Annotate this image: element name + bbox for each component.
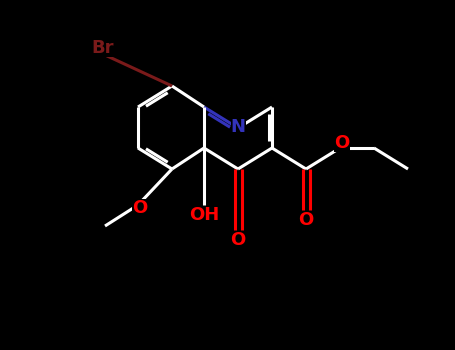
Text: O: O xyxy=(334,134,349,152)
Text: O: O xyxy=(298,211,313,229)
Text: OH: OH xyxy=(189,206,219,224)
Text: N: N xyxy=(231,118,246,136)
Text: Br: Br xyxy=(92,39,114,57)
Text: O: O xyxy=(230,231,246,249)
Text: O: O xyxy=(132,199,147,217)
